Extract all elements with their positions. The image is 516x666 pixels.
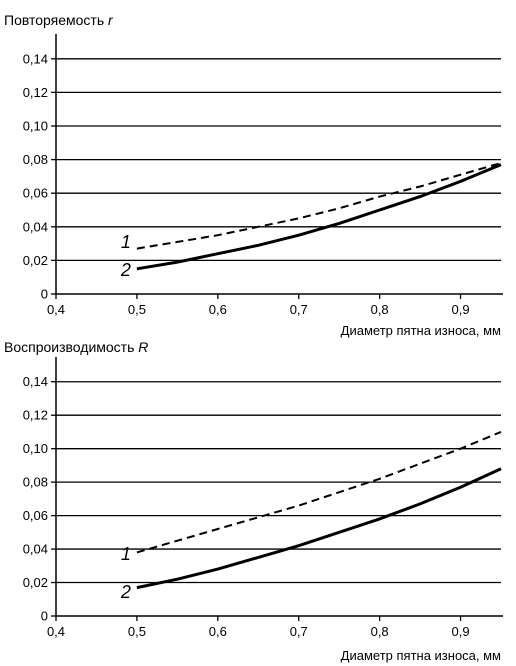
x-tick-label: 0,8 <box>371 624 389 639</box>
y-tick-label: 0,04 <box>23 219 48 234</box>
y-tick-label: 0,02 <box>23 575 48 590</box>
x-tick-label: 0,4 <box>47 624 65 639</box>
x-tick-label: 0,6 <box>209 302 227 317</box>
y-tick-label: 0,08 <box>23 152 48 167</box>
y-tick-label: 0 <box>41 287 48 302</box>
x-tick-label: 0,4 <box>47 302 65 317</box>
series-label-1: 1 <box>121 232 131 252</box>
y-tick-label: 0,10 <box>23 441 48 456</box>
x-axis-label: Диаметр пятна износа, мм <box>341 648 501 663</box>
y-tick-label: 0,10 <box>23 119 48 134</box>
chart-title: Воспроизводимость R <box>4 339 148 355</box>
y-tick-label: 0,14 <box>23 51 48 66</box>
chart-title: Повторяемость r <box>4 12 114 28</box>
series-line-2 <box>136 467 502 590</box>
series-label-1: 1 <box>121 544 131 564</box>
x-tick-label: 0,5 <box>128 624 146 639</box>
x-tick-label: 0,9 <box>452 302 470 317</box>
y-tick-label: 0,12 <box>23 85 48 100</box>
y-tick-label: 0,04 <box>23 542 48 557</box>
x-tick-label: 0,5 <box>128 302 146 317</box>
y-tick-label: 0 <box>41 609 48 624</box>
y-tick-label: 0,14 <box>23 374 48 389</box>
repeatability-chart: Повторяемость r 1 2 0 0,02 0,04 0,06 0,08 0,10… <box>4 12 503 338</box>
x-tick-label: 0,7 <box>290 302 308 317</box>
y-tick-label: 0,12 <box>23 408 48 423</box>
series-line-1 <box>136 430 502 554</box>
x-tick-label: 0,6 <box>209 624 227 639</box>
x-axis-label: Диаметр пятна износа, мм <box>341 323 501 338</box>
y-tick-label: 0,06 <box>23 508 48 523</box>
series-line-2 <box>136 163 502 271</box>
series-line-1 <box>136 162 502 250</box>
series-label-2: 2 <box>120 582 131 602</box>
series-label-2: 2 <box>120 260 131 280</box>
reproducibility-chart: Воспроизводимость R 1 2 0 0,02 0,04 0,06 0,08… <box>4 339 503 663</box>
y-tick-label: 0,06 <box>23 186 48 201</box>
y-tick-label: 0,02 <box>23 253 48 268</box>
x-tick-label: 0,7 <box>290 624 308 639</box>
y-tick-label: 0,08 <box>23 475 48 490</box>
x-tick-label: 0,9 <box>452 624 470 639</box>
x-tick-label: 0,8 <box>371 302 389 317</box>
